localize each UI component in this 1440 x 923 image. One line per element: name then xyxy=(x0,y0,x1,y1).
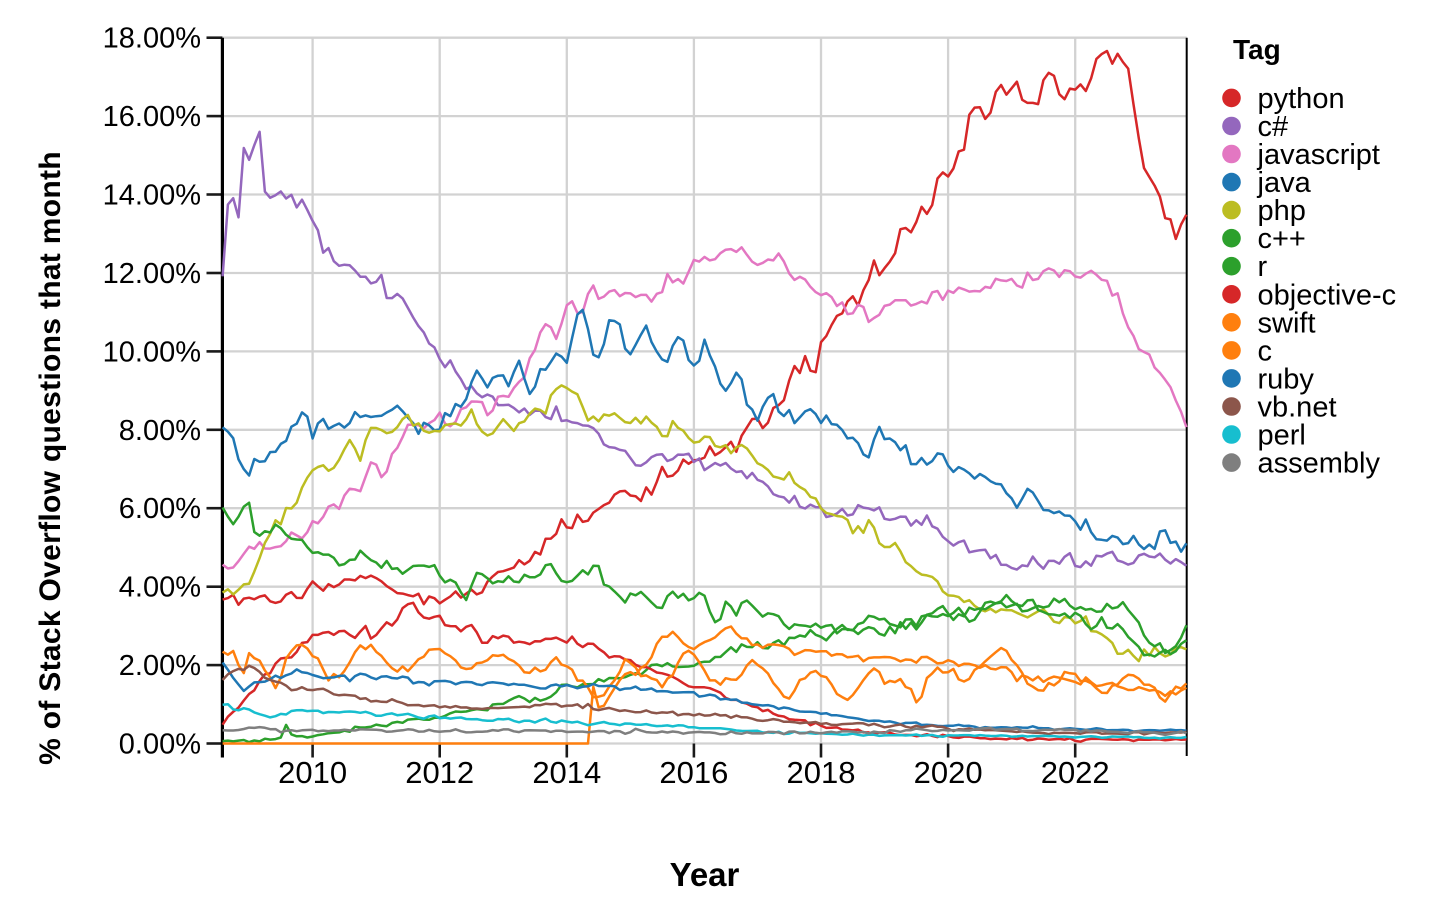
svg-text:perl: perl xyxy=(1258,420,1306,452)
svg-text:% of Stack Overflow questions: % of Stack Overflow questions that month xyxy=(34,151,67,765)
svg-text:2012: 2012 xyxy=(405,755,474,790)
svg-text:assembly: assembly xyxy=(1258,448,1381,480)
svg-text:Tag: Tag xyxy=(1233,34,1281,65)
svg-text:2018: 2018 xyxy=(787,755,856,790)
svg-text:18.00%: 18.00% xyxy=(103,23,201,55)
svg-text:6.00%: 6.00% xyxy=(119,493,201,525)
svg-text:2010: 2010 xyxy=(278,755,347,790)
svg-text:8.00%: 8.00% xyxy=(119,415,201,447)
svg-text:12.00%: 12.00% xyxy=(103,258,201,290)
svg-text:2020: 2020 xyxy=(914,755,983,790)
svg-text:10.00%: 10.00% xyxy=(103,336,201,368)
svg-text:14.00%: 14.00% xyxy=(103,180,201,212)
svg-text:c++: c++ xyxy=(1258,223,1306,255)
svg-text:php: php xyxy=(1258,195,1306,227)
svg-text:objective-c: objective-c xyxy=(1258,279,1397,311)
svg-text:2014: 2014 xyxy=(532,755,601,790)
svg-text:2016: 2016 xyxy=(659,755,728,790)
svg-text:c#: c# xyxy=(1258,111,1289,143)
svg-text:python: python xyxy=(1258,83,1345,115)
svg-text:ruby: ruby xyxy=(1258,363,1315,395)
svg-text:2.00%: 2.00% xyxy=(119,650,201,682)
svg-text:vb.net: vb.net xyxy=(1258,392,1337,424)
svg-text:0.00%: 0.00% xyxy=(119,729,201,761)
svg-text:Year: Year xyxy=(670,856,740,893)
svg-text:c: c xyxy=(1258,335,1273,367)
svg-text:javascript: javascript xyxy=(1257,139,1381,171)
svg-text:16.00%: 16.00% xyxy=(103,101,201,133)
svg-text:swift: swift xyxy=(1258,307,1316,339)
svg-text:java: java xyxy=(1257,167,1312,199)
svg-text:r: r xyxy=(1258,251,1268,283)
svg-text:2022: 2022 xyxy=(1041,755,1110,790)
svg-text:4.00%: 4.00% xyxy=(119,572,201,604)
